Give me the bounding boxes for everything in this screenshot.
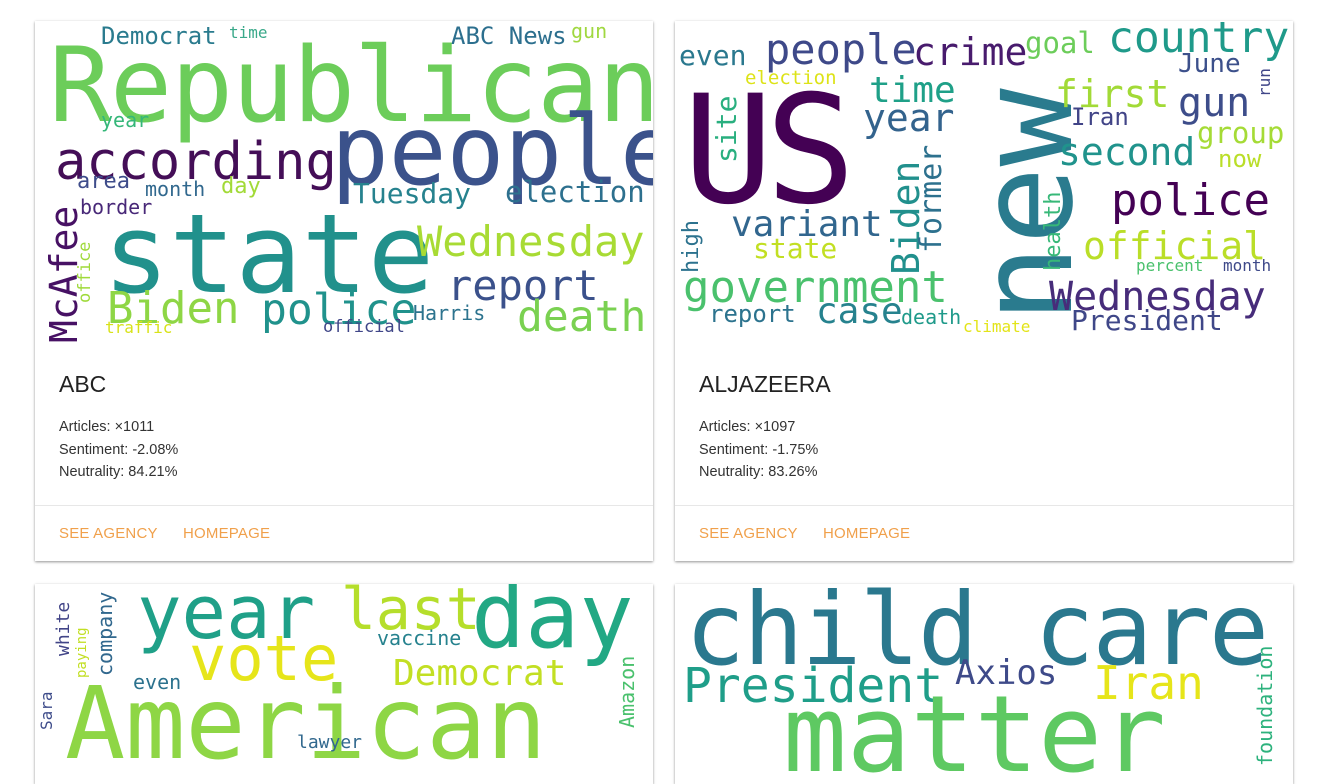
cloud-word: border (80, 195, 153, 219)
sentiment-value: Sentiment: -1.75% (699, 441, 819, 458)
cloud-word: former (914, 144, 949, 253)
cloud-word: police (261, 285, 417, 335)
cloud-word: month (145, 177, 206, 201)
cloud-word: official (323, 317, 405, 337)
neutrality-value: Neutrality: 83.26% (699, 464, 818, 480)
cloud-word: foundation (1253, 645, 1277, 766)
cloud-word: time (229, 23, 268, 42)
cloud-word: President (683, 658, 944, 714)
cloud-word: Wednesday (1049, 274, 1266, 320)
cloud-word: case (816, 291, 903, 332)
cloud-word: American (65, 665, 547, 782)
card-actions: SEE AGENCY HOMEPAGE (675, 505, 1293, 561)
cloud-word: Wednesday (417, 217, 645, 266)
cloud-word: office (75, 241, 95, 303)
agency-card-abc: Democrat time ABC News gun Republican ye… (35, 21, 653, 561)
cloud-word: run (1255, 68, 1274, 97)
cloud-word: state (103, 190, 435, 318)
neutrality-value: Neutrality: 84.21% (59, 464, 178, 480)
cloud-word: Iran (1093, 656, 1204, 710)
cloud-word: second (1058, 130, 1196, 174)
agency-name: ALJAZEERA (699, 371, 831, 397)
cloud-word: health (1041, 191, 1066, 271)
word-cloud-image: even people crime goal country June run … (675, 21, 1293, 345)
articles-count: Articles: ×1097 (699, 419, 796, 435)
cloud-word: Iran (1071, 103, 1129, 131)
cloud-word: traffic (105, 318, 173, 337)
articles-count: Articles: ×1011 (59, 419, 155, 435)
cloud-word: goal (1025, 26, 1095, 60)
cloud-word: Harris (413, 301, 486, 325)
cloud-word: white (53, 601, 74, 656)
cloud-word: death (517, 292, 647, 342)
cloud-word: report (447, 261, 599, 310)
cloud-word: country (1108, 21, 1290, 63)
cloud-word: Tuesday (353, 177, 472, 210)
cloud-word: President (1071, 304, 1223, 337)
cloud-word: Amazon (615, 655, 639, 728)
cloud-word: vaccine (377, 626, 462, 650)
cloud-word: according (55, 132, 337, 192)
cloud-word: election (505, 175, 645, 209)
cloud-word: June (1178, 49, 1241, 79)
cloud-word: group (1197, 116, 1285, 150)
cloud-word: matter (783, 673, 1166, 784)
cloud-word: site (710, 95, 743, 163)
homepage-link[interactable]: HOMEPAGE (823, 525, 911, 542)
card-actions: SEE AGENCY HOMEPAGE (35, 505, 653, 561)
cloud-word: vote (189, 622, 339, 695)
cloud-word: official (1083, 224, 1267, 268)
cloud-word: day (471, 584, 634, 669)
cloud-word: US (683, 64, 856, 238)
cloud-word: election (745, 67, 837, 89)
cloud-word: Democrat (101, 22, 217, 50)
cloud-word: police (1111, 175, 1270, 226)
cloud-word: Biden (107, 283, 240, 334)
word-cloud-image: Democrat time ABC News gun Republican ye… (35, 21, 653, 345)
cloud-word: company (93, 591, 117, 676)
cloud-word: state (753, 232, 838, 265)
cloud-word: year (863, 96, 955, 140)
agency-card-aljazeera: even people crime goal country June run … (675, 21, 1293, 561)
agency-card: child care President Axios Iran foundati… (675, 584, 1293, 784)
cloud-word: percent (1136, 256, 1204, 275)
cloud-word: gun (1178, 80, 1251, 126)
homepage-link[interactable]: HOMEPAGE (183, 525, 271, 542)
cloud-word: now (1218, 145, 1262, 173)
cloud-word: report (709, 300, 796, 328)
cloud-word: year (137, 584, 316, 656)
cloud-word: month (1223, 256, 1272, 275)
cloud-word: climate (963, 317, 1031, 336)
word-cloud-image: year last day vote vaccine Democrat whit… (35, 584, 653, 784)
cloud-word: gun (571, 21, 608, 43)
sentiment-value: Sentiment: -2.08% (59, 441, 179, 458)
cloud-word: variant (731, 204, 883, 245)
cloud-word: year (101, 108, 150, 132)
word-cloud-image: child care President Axios Iran foundati… (675, 584, 1293, 784)
cloud-word: lawyer (297, 732, 363, 753)
see-agency-link[interactable]: SEE AGENCY (59, 525, 158, 542)
agency-name: ABC (59, 371, 107, 397)
agency-card: year last day vote vaccine Democrat whit… (35, 584, 653, 784)
cloud-word: even (133, 670, 182, 694)
cloud-word: last (341, 584, 481, 643)
cloud-word: people (331, 95, 653, 207)
cloud-word: time (869, 70, 956, 111)
cloud-word: area (77, 169, 130, 194)
cloud-word: crime (913, 30, 1028, 74)
cloud-word: ABC News (451, 22, 567, 50)
cloud-word: day (221, 174, 261, 199)
cloud-word: people (765, 25, 917, 74)
cloud-word: Republican (49, 26, 653, 146)
cloud-word: Axios (955, 653, 1058, 693)
cloud-word: Democrat (393, 653, 567, 694)
cloud-word: death (901, 305, 962, 329)
cloud-word: first (1055, 72, 1170, 116)
see-agency-link[interactable]: SEE AGENCY (699, 525, 798, 542)
cloud-word: child care (685, 584, 1269, 688)
cloud-word: Sara (37, 691, 56, 730)
cloud-word: government (683, 262, 948, 313)
cloud-word: even (679, 39, 747, 72)
